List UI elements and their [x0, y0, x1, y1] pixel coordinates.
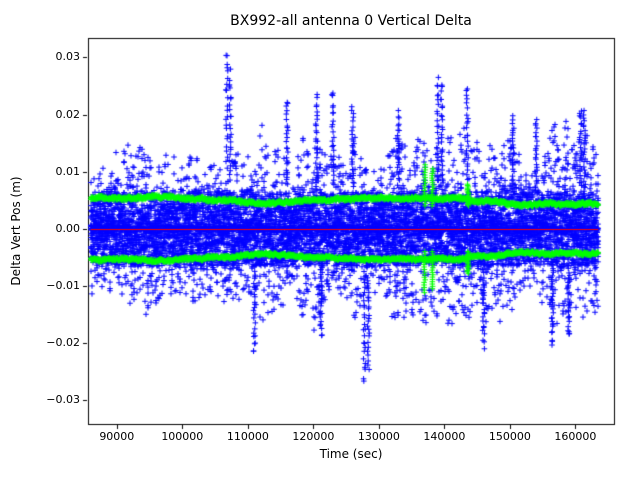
y-tick-label: −0.03 [46, 393, 80, 407]
y-tick-label: 0.00 [55, 221, 81, 235]
chart-title: BX992-all antenna 0 Vertical Delta [230, 13, 472, 29]
y-tick-label: −0.01 [46, 278, 80, 292]
x-tick-label: 100000 [161, 430, 204, 443]
x-tick-label: 110000 [226, 430, 269, 443]
x-tick-label: 160000 [554, 430, 597, 443]
x-tick-label: 140000 [423, 430, 466, 443]
x-tick-label: 90000 [99, 430, 135, 443]
x-axis-label: Time (sec) [319, 447, 383, 461]
y-tick-label: 0.02 [55, 107, 81, 121]
y-tick-label: 0.03 [55, 50, 81, 64]
x-tick-label: 150000 [488, 430, 531, 443]
x-tick-label: 130000 [357, 430, 400, 443]
y-tick-label: 0.01 [55, 164, 81, 178]
y-axis-label: Delta Vert Pos (m) [9, 176, 23, 286]
y-tick-label: −0.02 [46, 335, 80, 349]
x-tick-label: 120000 [292, 430, 335, 443]
